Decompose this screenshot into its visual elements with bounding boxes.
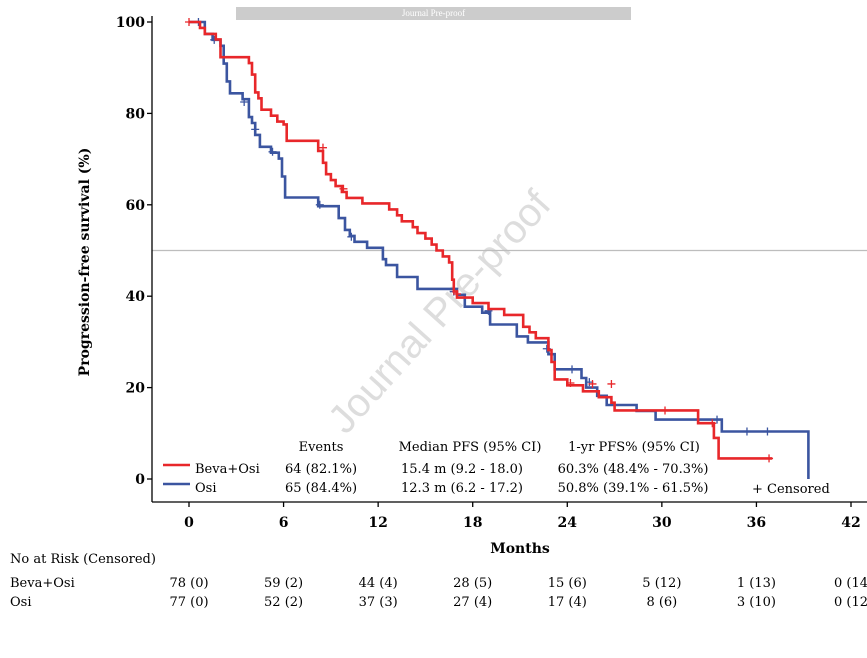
censor-mark-osi [713,415,722,424]
risk-value: 27 (4) [453,595,492,610]
censor-mark-osi [763,427,772,436]
risk-value: 28 (5) [453,576,492,591]
x-tick-label: 18 [463,515,482,531]
median-beva-osi: 15.4 m (9.2 - 18.0) [401,462,523,477]
risk-group-osi: Osi [10,595,32,610]
y-tick-label: 40 [126,289,146,305]
table-header-events: Events [299,440,344,455]
x-axis-label: Months [490,541,550,557]
x-tick-label: 24 [558,515,578,531]
risk-value: 8 (6) [646,595,677,610]
risk-value: 15 (6) [548,576,587,591]
y-tick-label: 80 [126,106,146,122]
x-tick-label: 0 [184,515,194,531]
risk-group-beva-osi: Beva+Osi [10,576,75,591]
x-tick-label: 6 [279,515,289,531]
risk-value: 77 (0) [169,595,208,610]
censor-mark-osi [315,200,324,209]
series-line-osi [189,20,810,479]
oneyr-beva-osi: 60.3% (48.4% - 70.3%) [558,462,709,477]
censor-mark-osi [251,125,260,134]
risk-table-title: No at Risk (Censored) [10,552,156,567]
censor-mark-beva-osi [566,379,575,388]
censor-mark-osi [240,97,249,106]
journal-banner: Journal Pre-proof [236,7,631,20]
risk-value: 0 (12 [834,595,867,610]
censor-mark-beva-osi [318,143,327,152]
risk-value: 78 (0) [169,576,208,591]
risk-value: 0 (14 [834,576,867,591]
y-tick-label: 60 [126,198,146,214]
x-tick-label: 36 [747,515,766,531]
censored-note: + Censored [752,482,830,497]
legend-label-osi: Osi [195,481,217,496]
censor-mark-osi [347,232,356,241]
median-osi: 12.3 m (6.2 - 17.2) [401,481,523,496]
x-tick-label: 42 [841,515,860,531]
table-header-oneyr: 1-yr PFS% (95% CI) [568,440,700,455]
censor-mark-beva-osi [765,454,774,463]
censor-mark-osi [742,427,751,436]
risk-value: 59 (2) [264,576,303,591]
risk-value: 5 (12) [642,576,681,591]
censor-mark-beva-osi [607,379,616,388]
events-beva-osi: 64 (82.1%) [285,462,357,477]
censor-mark-beva-osi [661,406,670,415]
events-osi: 65 (84.4%) [285,481,357,496]
series-line-beva-osi [189,20,773,460]
risk-value: 44 (4) [359,576,398,591]
censor-mark-osi [268,147,277,156]
censor-mark-osi [568,365,577,374]
y-tick-label: 20 [126,381,146,397]
risk-value: 37 (3) [359,595,398,610]
censor-mark-beva-osi [339,184,348,193]
risk-value: 52 (2) [264,595,303,610]
risk-value: 3 (10) [737,595,776,610]
risk-value: 1 (13) [737,576,776,591]
risk-value: 17 (4) [548,595,587,610]
y-tick-label: 100 [116,15,145,31]
x-tick-label: 12 [368,515,387,531]
censor-mark-beva-osi [588,379,597,388]
x-tick-label: 30 [652,515,672,531]
censor-mark-beva-osi [185,18,193,26]
y-axis-label: Progression-free survival (%) [77,148,93,377]
censor-mark-beva-osi [708,419,717,428]
censor-mark-beva-osi [452,289,461,298]
table-header-median: Median PFS (95% CI) [399,440,542,455]
legend-label-beva-osi: Beva+Osi [195,462,260,477]
oneyr-osi: 50.8% (39.1% - 61.5%) [558,481,709,496]
y-tick-label: 0 [135,472,145,488]
